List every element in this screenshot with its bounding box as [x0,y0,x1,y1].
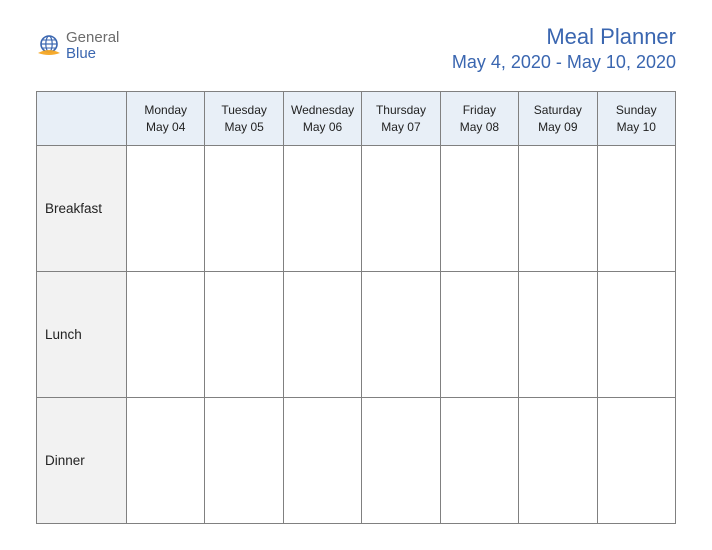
logo-word-blue: Blue [66,46,119,62]
day-name: Monday [129,102,202,118]
day-name: Thursday [364,102,437,118]
day-header-friday: FridayMay 08 [440,92,518,146]
day-date: May 08 [443,119,516,135]
day-name: Saturday [521,102,594,118]
meal-row-breakfast: Breakfast [37,146,676,272]
cell-lunch-tuesday[interactable] [205,272,283,398]
cell-breakfast-friday[interactable] [440,146,518,272]
day-name: Friday [443,102,516,118]
cell-breakfast-wednesday[interactable] [283,146,361,272]
day-name: Sunday [600,102,673,118]
date-range: May 4, 2020 - May 10, 2020 [452,52,676,73]
day-date: May 06 [286,119,359,135]
day-header-saturday: SaturdayMay 09 [519,92,597,146]
meal-row-lunch: Lunch [37,272,676,398]
cell-dinner-sunday[interactable] [597,398,675,524]
cell-lunch-thursday[interactable] [362,272,440,398]
cell-lunch-sunday[interactable] [597,272,675,398]
meal-planner-table: MondayMay 04TuesdayMay 05WednesdayMay 06… [36,91,676,524]
day-date: May 10 [600,119,673,135]
day-header-tuesday: TuesdayMay 05 [205,92,283,146]
cell-lunch-saturday[interactable] [519,272,597,398]
cell-lunch-wednesday[interactable] [283,272,361,398]
corner-cell [37,92,127,146]
cell-dinner-wednesday[interactable] [283,398,361,524]
cell-dinner-friday[interactable] [440,398,518,524]
cell-breakfast-saturday[interactable] [519,146,597,272]
day-header-monday: MondayMay 04 [127,92,205,146]
cell-dinner-thursday[interactable] [362,398,440,524]
day-header-thursday: ThursdayMay 07 [362,92,440,146]
globe-icon [36,33,62,59]
logo: General Blue [36,30,119,62]
meal-label-lunch: Lunch [37,272,127,398]
cell-dinner-tuesday[interactable] [205,398,283,524]
day-date: May 05 [207,119,280,135]
day-name: Tuesday [207,102,280,118]
day-header-wednesday: WednesdayMay 06 [283,92,361,146]
meal-label-dinner: Dinner [37,398,127,524]
cell-dinner-saturday[interactable] [519,398,597,524]
title-block: Meal Planner May 4, 2020 - May 10, 2020 [452,24,676,73]
cell-breakfast-monday[interactable] [127,146,205,272]
page-title: Meal Planner [452,24,676,50]
meal-label-breakfast: Breakfast [37,146,127,272]
logo-word-general: General [66,30,119,46]
cell-breakfast-thursday[interactable] [362,146,440,272]
cell-breakfast-sunday[interactable] [597,146,675,272]
meal-row-dinner: Dinner [37,398,676,524]
day-name: Wednesday [286,102,359,118]
header: General Blue Meal Planner May 4, 2020 - … [36,24,676,73]
cell-lunch-friday[interactable] [440,272,518,398]
day-date: May 04 [129,119,202,135]
cell-breakfast-tuesday[interactable] [205,146,283,272]
day-header-sunday: SundayMay 10 [597,92,675,146]
cell-dinner-monday[interactable] [127,398,205,524]
day-date: May 07 [364,119,437,135]
logo-text: General Blue [66,30,119,62]
day-date: May 09 [521,119,594,135]
cell-lunch-monday[interactable] [127,272,205,398]
